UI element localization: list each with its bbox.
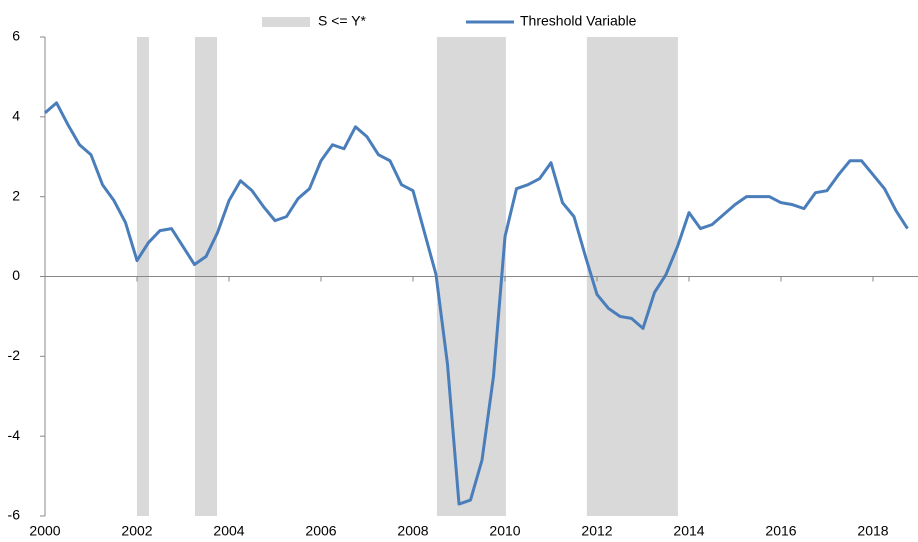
x-tick-label: 2002: [121, 523, 152, 539]
y-tick-label: -4: [8, 427, 21, 443]
legend-label: Threshold Variable: [520, 13, 637, 29]
y-tick-label: 2: [12, 187, 20, 203]
y-tick-label: 6: [12, 28, 20, 44]
y-tick-label: 4: [12, 108, 20, 124]
x-tick-label: 2010: [489, 523, 520, 539]
y-tick-label: 0: [12, 267, 20, 283]
legend-swatch: [262, 17, 310, 27]
x-tick-label: 2008: [397, 523, 428, 539]
x-tick-label: 2018: [857, 523, 888, 539]
x-tick-label: 2000: [29, 523, 60, 539]
data-line: [44, 101, 909, 506]
x-tick-label: 2012: [581, 523, 612, 539]
y-tick-label: -6: [8, 507, 21, 523]
x-tick-label: 2016: [765, 523, 796, 539]
x-tick-label: 2014: [673, 523, 704, 539]
y-tick-label: -2: [8, 347, 21, 363]
x-tick-label: 2004: [213, 523, 244, 539]
legend-label: S <= Y*: [318, 13, 367, 29]
x-tick-label: 2006: [305, 523, 336, 539]
